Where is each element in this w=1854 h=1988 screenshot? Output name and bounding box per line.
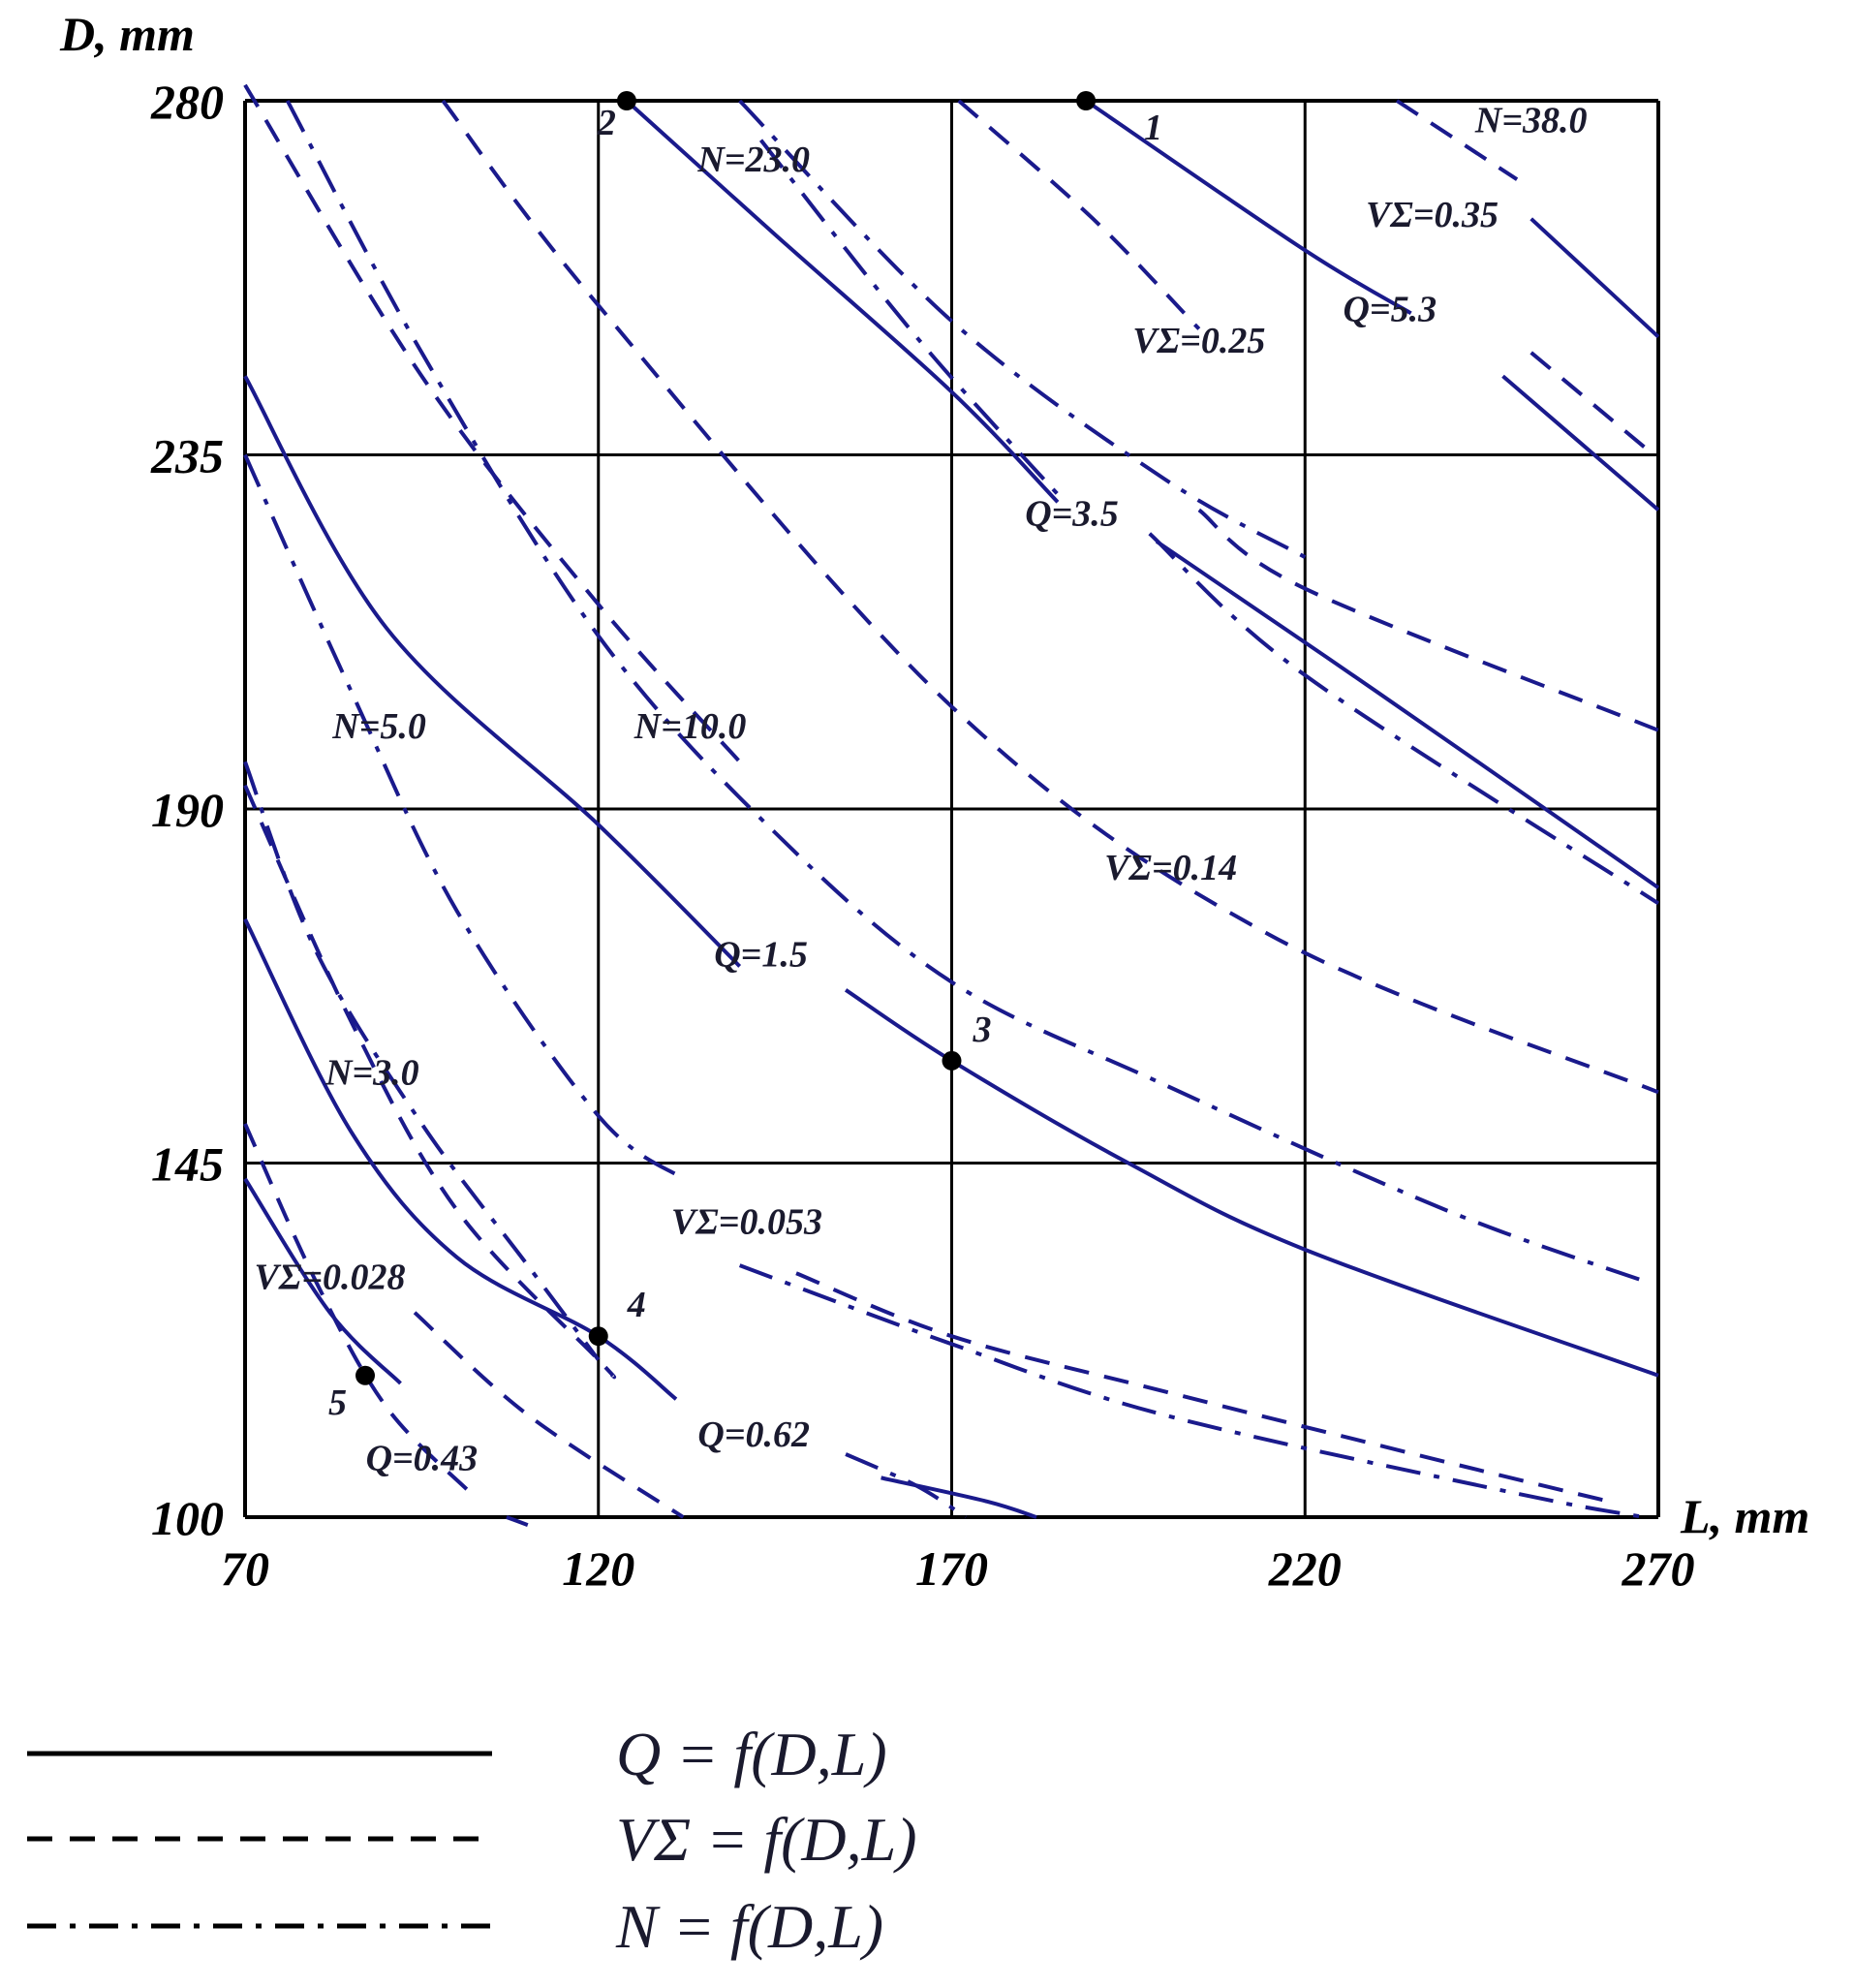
curve-solid [243, 375, 742, 968]
curve-label: Q=5.3 [1343, 289, 1437, 329]
legend: Q = f(D,L) VΣ = f(D,L) N = f(D,L) [27, 1720, 917, 1961]
y-axis-title: D, mm [59, 7, 195, 61]
curve-dashdot [758, 139, 1066, 504]
curve-solid [625, 99, 1060, 504]
curve-label: VΣ=0.053 [671, 1202, 822, 1243]
grid [243, 99, 1660, 1519]
curve-label: N=38.0 [1474, 100, 1588, 140]
legend-label: Q = f(D,L) [616, 1720, 887, 1788]
curve-label: Q=3.5 [1025, 494, 1119, 535]
curve-solid [1084, 99, 1412, 316]
point-label-5: 5 [328, 1382, 347, 1423]
y-tick-label: 145 [151, 1137, 224, 1192]
point-label-1: 1 [1144, 108, 1162, 148]
curve-dashed [1530, 351, 1646, 449]
curve-label: N=10.0 [633, 706, 747, 747]
curve-label: Q=1.5 [714, 934, 808, 975]
x-tick-label: 270 [1622, 1541, 1695, 1596]
curve-label: N=5.0 [331, 706, 426, 747]
curve-label: Q=0.62 [697, 1414, 810, 1455]
point-marker-3 [942, 1050, 962, 1071]
point-label-2: 2 [597, 103, 616, 143]
curve-solid [506, 1515, 529, 1527]
point-label-4: 4 [627, 1285, 646, 1325]
operating-points: 1 2 3 4 5 [328, 91, 1162, 1423]
curve-dashdot [845, 1452, 968, 1519]
x-tick-label: 120 [562, 1541, 634, 1596]
curve-dashdot [286, 100, 1646, 1284]
curve-dashdot [243, 453, 685, 1181]
y-tick-label: 100 [151, 1491, 224, 1545]
curve-dashed [795, 1271, 1610, 1504]
curve-dashed [243, 1123, 473, 1496]
curve-dashed [441, 99, 1659, 1095]
point-marker-1 [1076, 91, 1097, 110]
y-tick-label: 235 [150, 429, 224, 483]
curve-dashdot [738, 99, 1307, 559]
curve-solid [844, 988, 1659, 1378]
point-marker-4 [588, 1326, 608, 1347]
curve-dashed [1197, 508, 1659, 732]
curve-solid [881, 1475, 1037, 1519]
curve-label: VΣ=0.14 [1104, 848, 1237, 888]
annotations: N=23.0 N=38.0 VΣ=0.35 VΣ=0.25 Q=5.3 Q=3.5 N=5.… [255, 100, 1588, 1478]
curve-dashdot [738, 1263, 1645, 1519]
curve-solid [243, 917, 678, 1401]
y-tick-label: 280 [150, 75, 224, 129]
curve-label: VΣ=0.028 [255, 1257, 406, 1297]
legend-label: N = f(D,L) [615, 1892, 883, 1961]
point-marker-5 [355, 1365, 376, 1385]
x-axis-title: L, mm [1680, 1489, 1809, 1543]
curve-label: VΣ=0.25 [1132, 321, 1265, 361]
point-label-3: 3 [973, 1010, 992, 1050]
curve-dashed [243, 83, 742, 763]
curve-dashed [1395, 99, 1519, 181]
legend-label: VΣ = f(D,L) [616, 1805, 917, 1874]
curve-solid [1155, 540, 1660, 889]
curve-dashdot [243, 761, 601, 1361]
curves [243, 83, 1660, 1527]
curve-label: Q=0.43 [366, 1438, 479, 1478]
curve-dashed [957, 99, 1201, 330]
point-marker-2 [616, 91, 636, 110]
x-tick-label: 170 [915, 1541, 988, 1596]
x-tick-label: 220 [1268, 1541, 1342, 1596]
curve-label: N=23.0 [696, 140, 810, 180]
curve-label: N=3.0 [324, 1052, 419, 1093]
x-tick-label: 70 [221, 1541, 269, 1596]
curve-solid [1501, 374, 1660, 512]
curve-solid [1530, 217, 1660, 339]
curve-dashed [413, 1311, 685, 1519]
y-tick-label: 190 [151, 783, 224, 837]
curve-label: VΣ=0.35 [1366, 195, 1499, 235]
